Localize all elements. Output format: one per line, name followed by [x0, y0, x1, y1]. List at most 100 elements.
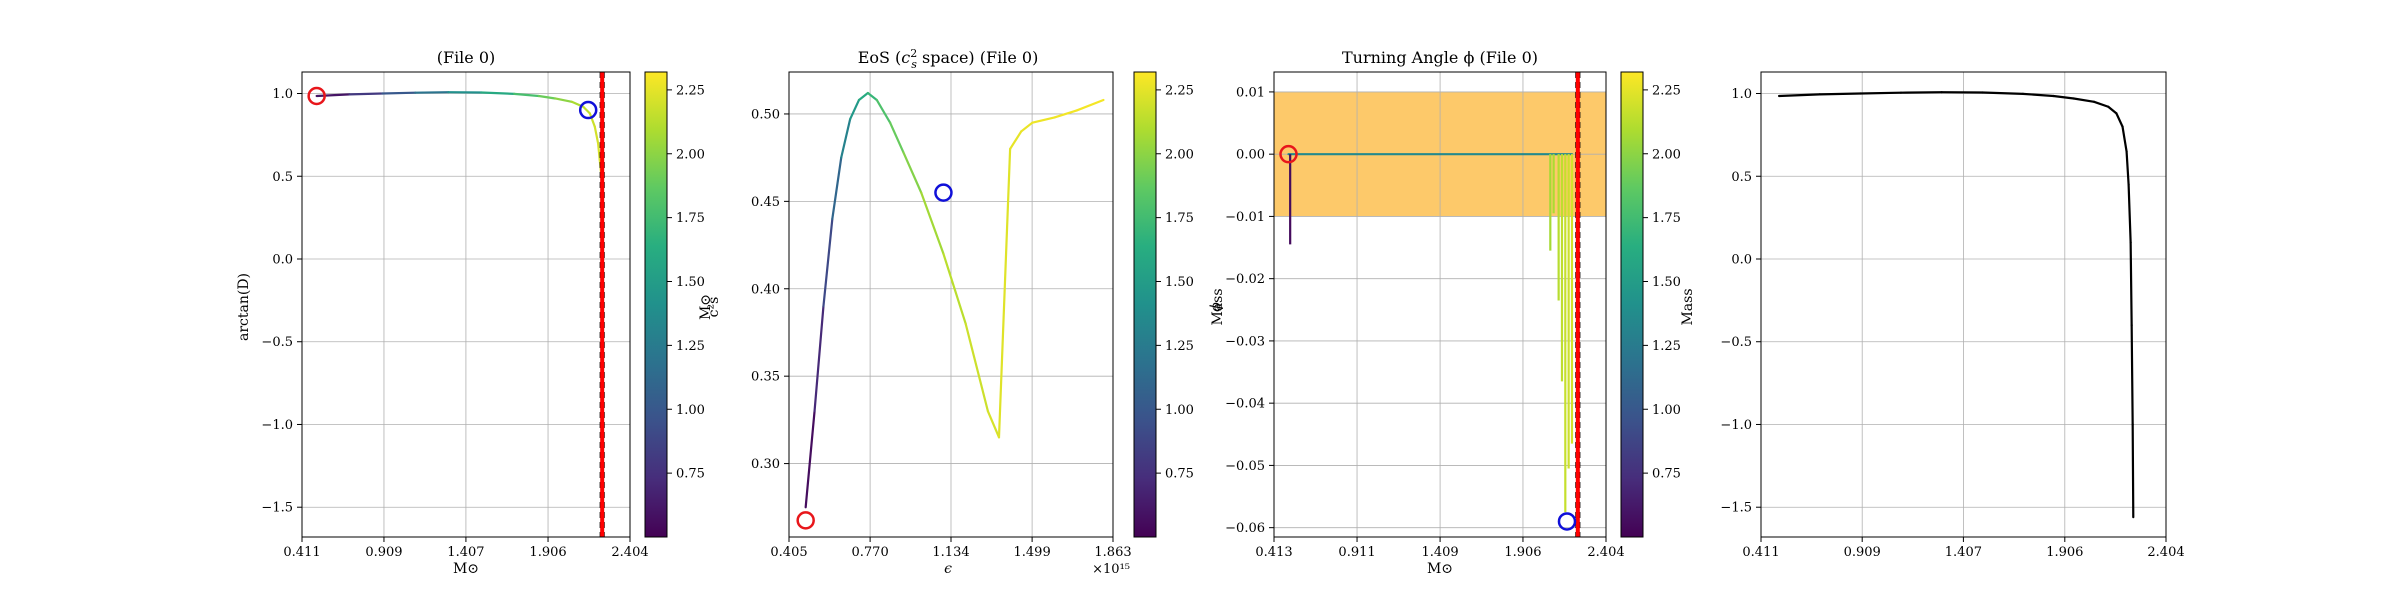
- y-tick-label: −1.5: [261, 501, 293, 516]
- series-segment: [1010, 131, 1021, 148]
- series-segment: [859, 93, 868, 100]
- series-segment: [555, 98, 571, 101]
- colorbar-tick-label: 1.50: [1652, 275, 1681, 290]
- plot-area: [302, 72, 630, 537]
- colorbar-tick-label: 1.25: [676, 339, 705, 354]
- series-segment: [877, 100, 890, 123]
- series-segment: [806, 411, 815, 507]
- x-tick-label: 0.770: [852, 545, 889, 560]
- series-segment: [382, 93, 415, 94]
- x-tick-label: 1.407: [447, 545, 484, 560]
- series-segment: [2116, 113, 2122, 126]
- x-tick-label: 1.906: [1504, 545, 1541, 560]
- x-tick-label: 0.413: [1255, 545, 1292, 560]
- colorbar-tick-label: 2.00: [1165, 147, 1194, 162]
- y-tick-label: 0.30: [751, 457, 780, 472]
- y-tick-label: 0.00: [1236, 148, 1265, 163]
- series-segment: [1779, 94, 1820, 96]
- series-segment: [850, 100, 859, 119]
- y-tick-label: −0.5: [1720, 335, 1752, 350]
- x-tick-label: 1.134: [932, 545, 969, 560]
- y-tick-label: −1.0: [261, 418, 293, 433]
- colorbar-tick-label: 0.75: [1652, 467, 1681, 482]
- series-segment: [2127, 151, 2129, 184]
- y-tick-label: 0.5: [1731, 170, 1752, 185]
- series-segment: [2094, 102, 2108, 107]
- series-segment: [1820, 94, 1861, 95]
- x-tick-label: 1.906: [529, 545, 566, 560]
- series-segment: [1021, 123, 1032, 132]
- colorbar-tick-label: 1.50: [1165, 275, 1194, 290]
- series-segment: [317, 94, 350, 96]
- series-segment: [2053, 96, 2073, 98]
- series-segment: [999, 149, 1010, 437]
- y-tick-label: −0.04: [1225, 397, 1265, 412]
- y-tick-label: 0.5: [272, 170, 293, 185]
- y-tick-label: 0.0: [1731, 252, 1752, 267]
- colorbar-tick-label: 1.75: [1652, 211, 1681, 226]
- colorbar-tick-label: 0.75: [676, 467, 705, 482]
- y-tick-label: −0.06: [1225, 521, 1265, 536]
- colorbar: [645, 72, 667, 537]
- y-axis-label: c²s: [706, 297, 722, 318]
- series-segment: [598, 143, 600, 160]
- colorbar-tick-label: 1.75: [676, 211, 705, 226]
- blue-circle-marker: [935, 185, 951, 201]
- series-segment: [514, 94, 539, 96]
- x-tick-label: 0.911: [1338, 545, 1375, 560]
- series-segment: [2132, 325, 2133, 424]
- x-tick-label: 1.499: [1014, 545, 1051, 560]
- series-segment: [841, 119, 850, 157]
- x-tick-label: 0.909: [365, 545, 402, 560]
- series-segment: [2108, 107, 2116, 114]
- x-tick-label: 1.407: [1945, 545, 1982, 560]
- y-tick-label: −0.5: [261, 335, 293, 350]
- x-tick-label: 1.863: [1094, 545, 1131, 560]
- title-main: EoS (: [858, 48, 902, 67]
- series-segment: [988, 411, 999, 437]
- title-symbol: c: [901, 48, 910, 67]
- colorbar-tick-label: 1.00: [1165, 403, 1194, 418]
- series-segment: [815, 306, 824, 411]
- x-tick-label: 0.411: [283, 545, 320, 560]
- y-tick-label: 0.35: [751, 370, 780, 385]
- colorbar-tick-label: 1.00: [676, 403, 705, 418]
- y-tick-label: 0.50: [751, 107, 780, 122]
- y-tick-label: −0.05: [1225, 459, 1265, 474]
- series-segment: [2133, 424, 2134, 517]
- series-segment: [2023, 94, 2053, 96]
- chart-title: (File 0): [437, 48, 496, 67]
- y-axis-label: arctan(D): [236, 273, 252, 341]
- colorbar-tick-label: 2.00: [1652, 147, 1681, 162]
- series-segment: [868, 93, 877, 100]
- series-segment: [2074, 98, 2094, 101]
- colorbar-tick-label: 2.25: [1652, 83, 1681, 98]
- y-axis-label: ϕ: [1208, 302, 1224, 312]
- series-segment: [1032, 117, 1054, 122]
- x-axis-label: ϵ: [944, 561, 952, 577]
- series-segment: [481, 93, 514, 94]
- series-segment: [583, 107, 590, 114]
- colorbar-tick-label: 0.75: [1165, 467, 1194, 482]
- red-circle-marker: [798, 512, 814, 528]
- series-segment: [539, 96, 555, 98]
- colorbar-tick-label: 2.00: [676, 147, 705, 162]
- x-axis-label: M⊙: [1427, 561, 1453, 577]
- x-tick-label: 2.404: [2147, 545, 2184, 560]
- panel-turning-angle: Turning Angle ϕ (File 0) M⊙ ϕ Mass 0.413…: [1208, 48, 1696, 577]
- x-tick-label: 2.404: [611, 545, 648, 560]
- series-segment: [2129, 185, 2131, 243]
- series-segment: [921, 193, 943, 254]
- x-tick-label: 0.411: [1742, 545, 1779, 560]
- colorbar-tick-label: 1.25: [1165, 339, 1194, 354]
- blue-circle-marker: [1559, 513, 1575, 529]
- plot-area: [789, 72, 1113, 537]
- y-tick-label: 1.0: [272, 87, 293, 102]
- series-segment: [350, 94, 383, 95]
- colorbar-tick-label: 2.25: [676, 83, 705, 98]
- x-axis-label: M⊙: [453, 561, 479, 577]
